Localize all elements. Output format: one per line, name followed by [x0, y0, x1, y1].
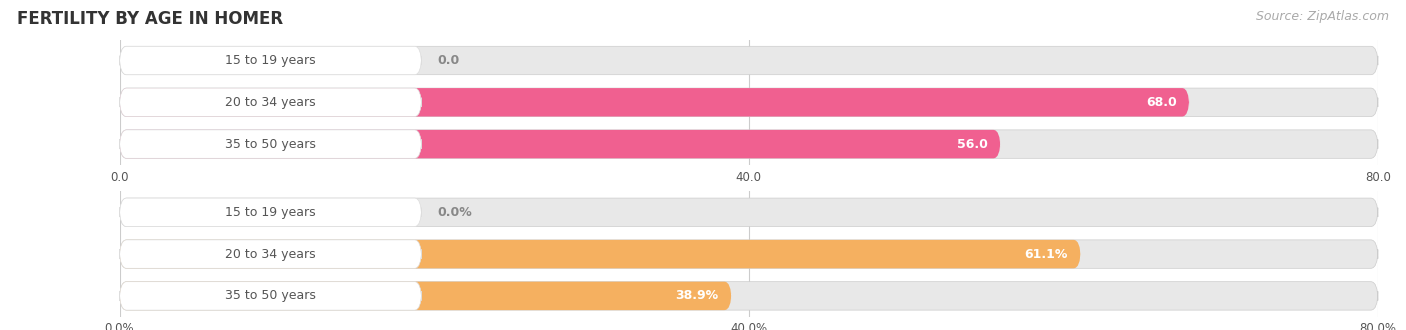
FancyBboxPatch shape: [120, 198, 422, 226]
FancyBboxPatch shape: [120, 240, 1378, 268]
Text: 56.0: 56.0: [957, 138, 988, 150]
FancyBboxPatch shape: [120, 88, 422, 116]
Text: 0.0%: 0.0%: [437, 206, 472, 219]
Text: 20 to 34 years: 20 to 34 years: [225, 96, 316, 109]
Text: 15 to 19 years: 15 to 19 years: [225, 54, 316, 67]
Text: 35 to 50 years: 35 to 50 years: [225, 138, 316, 150]
FancyBboxPatch shape: [120, 198, 1378, 226]
FancyBboxPatch shape: [120, 130, 422, 158]
FancyBboxPatch shape: [120, 46, 422, 75]
Text: 68.0: 68.0: [1146, 96, 1177, 109]
FancyBboxPatch shape: [120, 88, 1189, 116]
FancyBboxPatch shape: [120, 240, 422, 268]
Text: Source: ZipAtlas.com: Source: ZipAtlas.com: [1256, 10, 1389, 23]
FancyBboxPatch shape: [120, 282, 422, 310]
Text: FERTILITY BY AGE IN HOMER: FERTILITY BY AGE IN HOMER: [17, 10, 283, 28]
FancyBboxPatch shape: [120, 282, 731, 310]
Text: 35 to 50 years: 35 to 50 years: [225, 289, 316, 302]
FancyBboxPatch shape: [120, 88, 1378, 116]
Text: 0.0: 0.0: [437, 54, 460, 67]
FancyBboxPatch shape: [120, 130, 1001, 158]
Text: 38.9%: 38.9%: [676, 289, 718, 302]
FancyBboxPatch shape: [120, 282, 1378, 310]
FancyBboxPatch shape: [120, 130, 1378, 158]
Text: 61.1%: 61.1%: [1025, 248, 1069, 261]
Text: 20 to 34 years: 20 to 34 years: [225, 248, 316, 261]
Text: 15 to 19 years: 15 to 19 years: [225, 206, 316, 219]
FancyBboxPatch shape: [120, 46, 1378, 75]
FancyBboxPatch shape: [120, 240, 1081, 268]
